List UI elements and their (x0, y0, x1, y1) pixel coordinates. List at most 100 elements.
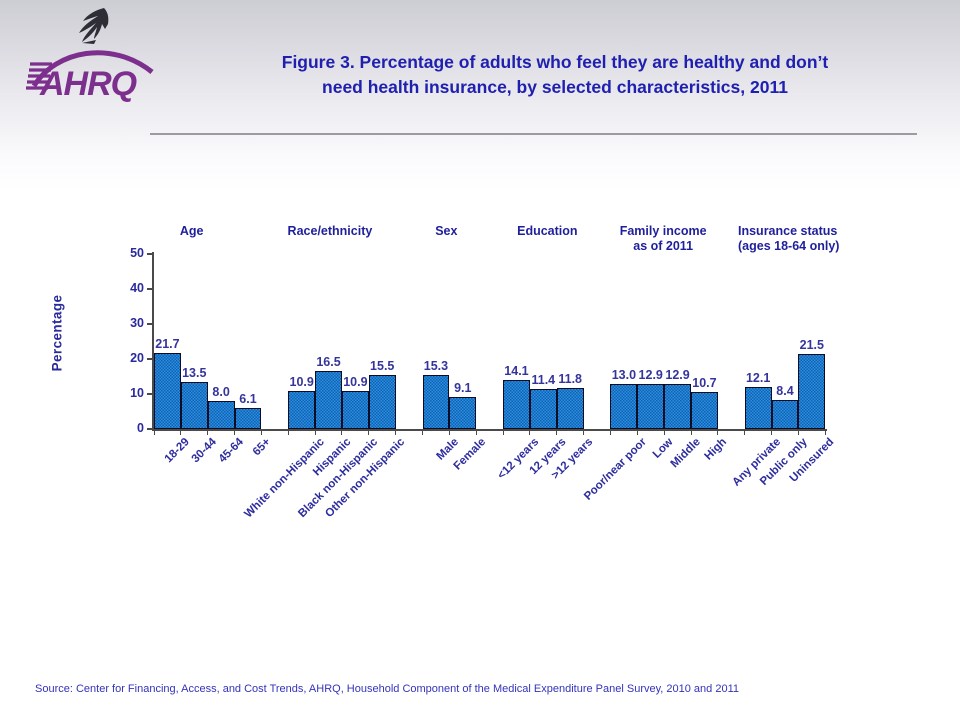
y-axis-label: Percentage (49, 294, 65, 372)
bar (315, 371, 342, 429)
x-tick (368, 429, 370, 435)
bar (529, 389, 557, 429)
x-tick (609, 429, 611, 435)
page-title: Figure 3. Percentage of adults who feel … (160, 50, 950, 100)
bar (503, 379, 530, 429)
x-tick (797, 429, 799, 435)
x-tick (636, 429, 638, 435)
bar-value-label: 10.9 (343, 374, 368, 389)
x-tick (341, 429, 343, 435)
category-label: 18-29 (163, 436, 193, 466)
x-tick (287, 429, 289, 435)
bar (341, 390, 369, 429)
category-label: Middle (668, 436, 703, 471)
group-header-line1: Education (517, 224, 578, 238)
group-header-line2: (ages 18-64 only) (738, 239, 840, 253)
bar-value-label: 10.9 (289, 374, 314, 389)
bar (610, 383, 638, 429)
group-header: Sex (435, 224, 457, 239)
category-label: 45-64 (216, 436, 247, 466)
bar (207, 401, 235, 429)
y-tick (147, 253, 152, 255)
group-header-line1: Sex (435, 224, 458, 238)
x-tick (824, 429, 826, 435)
bar-value-label: 21.5 (799, 337, 824, 352)
x-tick (744, 429, 746, 435)
hhs-eagle-icon (79, 8, 109, 44)
y-tick-label: 50 (130, 246, 144, 260)
x-tick (475, 429, 477, 435)
group-header-line1: Insurance status (738, 224, 838, 238)
x-tick (260, 429, 262, 435)
source-note: Source: Center for Financing, Access, an… (35, 683, 739, 695)
bar-value-label: 11.8 (558, 371, 582, 386)
bar-value-label: 6.1 (239, 391, 257, 406)
y-tick-label: 10 (130, 386, 144, 400)
category-label: High (702, 436, 730, 463)
y-tick-label: 0 (137, 421, 144, 435)
svg-text:AHRQ: AHRQ (39, 65, 137, 103)
bar-value-label: 9.1 (454, 381, 472, 396)
header-divider (150, 133, 917, 135)
x-tick (314, 429, 316, 435)
x-tick (448, 429, 450, 435)
bar (288, 390, 316, 429)
group-header: Age (180, 224, 204, 239)
y-tick-label: 30 (130, 316, 144, 330)
bar (422, 375, 450, 429)
x-tick (395, 429, 397, 435)
bar (664, 383, 691, 429)
x-tick (583, 429, 585, 435)
bar (234, 407, 262, 429)
bar (154, 353, 181, 429)
group-header: Insurance status (ages 18-64 only) (738, 224, 839, 254)
bar-value-label: 12.1 (745, 370, 771, 385)
bar (556, 387, 584, 429)
x-tick (180, 429, 182, 435)
bar (637, 383, 665, 429)
y-tick-label: 20 (130, 351, 144, 365)
bar-value-label: 15.3 (423, 359, 449, 374)
category-label: 30-44 (189, 436, 220, 466)
y-tick (147, 358, 152, 360)
title-line-2: need health insurance, by selected chara… (322, 77, 788, 97)
bar (798, 353, 826, 429)
y-tick (147, 288, 152, 290)
x-tick (690, 429, 692, 435)
bar-value-label: 13.0 (611, 367, 637, 382)
group-header-line1: Race/ethnicity (287, 224, 373, 238)
bar-value-label: 8.0 (212, 385, 230, 399)
y-tick (147, 428, 152, 430)
bar-value-label: 13.5 (182, 365, 207, 380)
ahrq-wordmark: AHRQ (26, 50, 154, 103)
group-header: Family income as of 2011 (620, 224, 707, 254)
x-tick (663, 429, 665, 435)
group-header: Education (517, 224, 577, 239)
y-tick (147, 323, 152, 325)
bar-value-label: 11.4 (531, 373, 556, 388)
x-tick (234, 429, 236, 435)
y-tick (147, 393, 152, 395)
bar (180, 381, 208, 429)
group-header-line2: as of 2011 (633, 239, 694, 253)
x-tick (556, 429, 558, 435)
bar-value-label: 12.9 (665, 367, 690, 382)
y-tick-label: 40 (130, 281, 144, 295)
group-header: Race/ethnicity (288, 224, 373, 239)
bar-value-label: 8.4 (776, 383, 794, 398)
header-band (0, 0, 960, 190)
bar (449, 397, 477, 429)
bar-value-label: 14.1 (504, 363, 529, 378)
group-header-line1: Age (179, 224, 204, 238)
x-tick (502, 429, 504, 435)
x-tick (207, 429, 209, 435)
x-axis-line (152, 429, 827, 431)
bar-value-label: 10.7 (692, 375, 717, 390)
x-tick (529, 429, 531, 435)
title-line-1: Figure 3. Percentage of adults who feel … (281, 52, 829, 72)
bar-value-label: 16.5 (316, 355, 341, 370)
x-tick (422, 429, 423, 435)
y-axis-line (152, 252, 154, 431)
